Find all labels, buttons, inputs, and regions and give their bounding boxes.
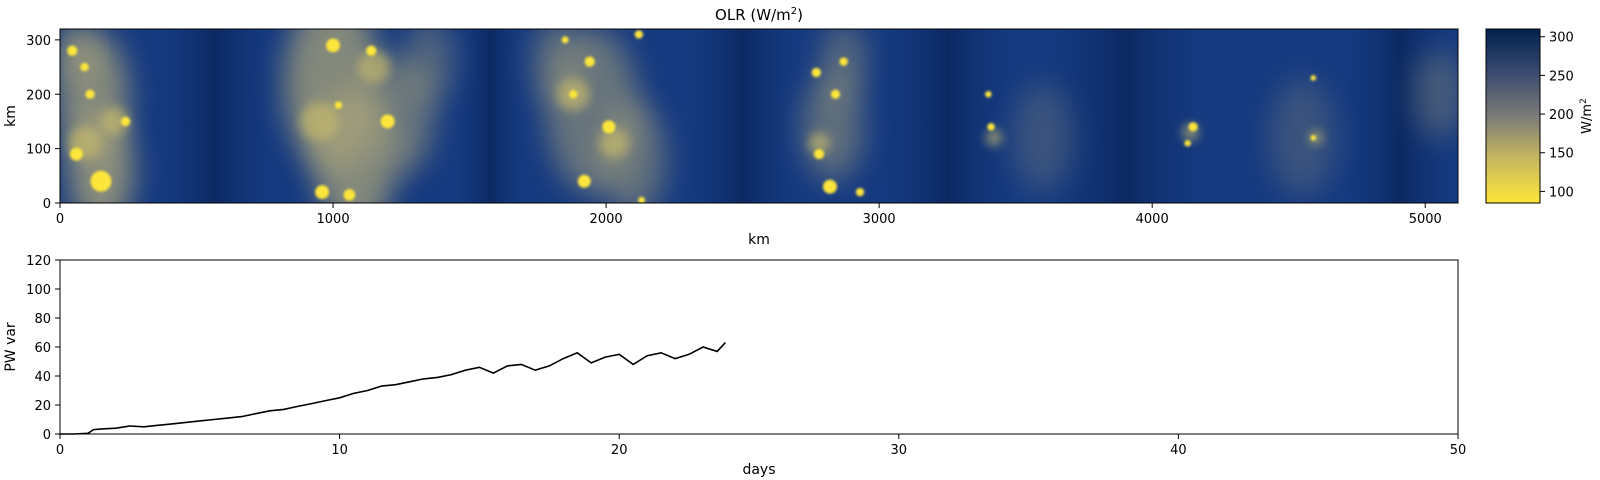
heatmap-x-tick-label: 3000 bbox=[863, 212, 896, 227]
convective-core bbox=[80, 62, 89, 72]
cloud-region bbox=[600, 100, 667, 203]
clear-sky-band bbox=[879, 29, 1016, 203]
heatmap-x-tick-label: 5000 bbox=[1409, 212, 1442, 227]
line-x-ticks: 0 10 20 30 40 50 bbox=[56, 434, 1466, 458]
cloud-region bbox=[404, 29, 454, 106]
line-y-tick-label: 100 bbox=[26, 283, 51, 298]
convective-core bbox=[855, 187, 865, 197]
colorbar-tick-label: 150 bbox=[1549, 147, 1574, 162]
convective-core bbox=[343, 189, 356, 201]
colorbar-tick-label: 100 bbox=[1549, 185, 1574, 200]
heatmap-y-tick-label: 0 bbox=[43, 197, 51, 212]
convective-core bbox=[1188, 122, 1198, 132]
convective-core bbox=[326, 38, 341, 53]
convective-core bbox=[569, 90, 578, 99]
line-plot-frame bbox=[59, 259, 1459, 435]
line-x-tick-label: 20 bbox=[611, 443, 628, 458]
convective-core bbox=[67, 45, 78, 56]
heatmap-y-ticks: 0 100 200 300 bbox=[26, 34, 60, 212]
line-y-tick-label: 20 bbox=[34, 399, 51, 414]
heatmap-x-tick-label: 4000 bbox=[1136, 212, 1169, 227]
convective-core bbox=[830, 89, 841, 99]
convective-core bbox=[584, 56, 595, 67]
convective-core bbox=[1184, 139, 1191, 147]
cloud-patch bbox=[599, 128, 630, 159]
cloud-region bbox=[1414, 50, 1458, 139]
heatmap-title-text: OLR (W/m bbox=[715, 6, 791, 24]
convective-core bbox=[638, 196, 646, 203]
heatmap-y-tick-label: 100 bbox=[26, 143, 51, 158]
convective-core bbox=[561, 36, 569, 44]
line-y-label: PW var bbox=[3, 322, 19, 372]
convective-core bbox=[602, 120, 616, 134]
colorbar-label: W/m2 bbox=[1579, 98, 1595, 134]
clear-sky-band bbox=[155, 29, 273, 203]
convective-core bbox=[1310, 134, 1317, 141]
heatmap-x-label: km bbox=[748, 232, 770, 248]
colorbar bbox=[1485, 28, 1541, 204]
convective-core bbox=[366, 45, 377, 56]
convective-core bbox=[813, 148, 825, 160]
convective-core bbox=[1310, 75, 1317, 81]
line-y-tick-label: 60 bbox=[34, 341, 51, 356]
convective-core bbox=[90, 170, 112, 192]
convective-core bbox=[315, 185, 330, 200]
line-y-tick-label: 40 bbox=[34, 370, 51, 385]
heatmap-x-tick-label: 1000 bbox=[317, 212, 350, 227]
line-x-tick-label: 40 bbox=[1170, 443, 1187, 458]
convective-core bbox=[380, 114, 395, 129]
heatmap-frame bbox=[59, 28, 1459, 204]
convective-core bbox=[634, 30, 644, 39]
line-x-label: days bbox=[742, 462, 775, 478]
cloud-patch bbox=[100, 107, 129, 136]
line-x-tick-label: 30 bbox=[891, 443, 908, 458]
heatmap-x-ticks: 0 1000 2000 3000 4000 5000 bbox=[56, 203, 1442, 227]
heatmap-x-tick-label: 2000 bbox=[590, 212, 623, 227]
cloud-region bbox=[1012, 83, 1074, 192]
cloud-patch bbox=[808, 132, 830, 155]
heatmap-title-sup: 2 bbox=[791, 6, 797, 17]
line-y-ticks: 0 20 40 60 80 100 120 bbox=[26, 254, 60, 443]
heatmap-y-tick-label: 300 bbox=[26, 34, 51, 49]
cloud-patch bbox=[985, 129, 1003, 146]
heatmap-y-tick-label: 200 bbox=[26, 88, 51, 103]
line-x-tick-label: 50 bbox=[1450, 443, 1467, 458]
convective-core bbox=[69, 147, 83, 161]
heatmap-title-end: ) bbox=[797, 6, 803, 24]
colorbar-ticks: 100 150 200 250 300 bbox=[1540, 31, 1574, 200]
clear-sky-band bbox=[455, 29, 525, 203]
line-y-tick-label: 0 bbox=[43, 428, 51, 443]
line-y-tick-label: 120 bbox=[26, 254, 51, 269]
convective-core bbox=[334, 101, 343, 109]
cloud-region bbox=[1269, 79, 1336, 197]
heatmap-title: OLR (W/m2) bbox=[715, 6, 803, 24]
colorbar-tick-label: 250 bbox=[1549, 69, 1574, 84]
line-x-tick-label: 0 bbox=[56, 443, 64, 458]
convective-core bbox=[985, 91, 992, 98]
convective-core bbox=[839, 57, 848, 66]
line-x-tick-label: 10 bbox=[331, 443, 348, 458]
line-y-tick-label: 80 bbox=[34, 312, 51, 327]
convective-core bbox=[577, 174, 591, 188]
heatmap-y-label: km bbox=[3, 105, 19, 127]
convective-core bbox=[811, 67, 821, 78]
colorbar-tick-label: 300 bbox=[1549, 31, 1574, 46]
convective-core bbox=[85, 89, 95, 99]
cloud-patch bbox=[357, 50, 391, 84]
convective-core bbox=[120, 116, 131, 127]
convective-core bbox=[823, 179, 837, 194]
pw-var-line bbox=[60, 342, 726, 435]
clear-sky-band bbox=[688, 29, 798, 203]
heatmap-x-tick-label: 0 bbox=[56, 212, 64, 227]
olr-field bbox=[60, 29, 1458, 203]
cloud-patch bbox=[300, 102, 339, 141]
colorbar-tick-label: 200 bbox=[1549, 108, 1574, 123]
convective-core bbox=[987, 123, 995, 131]
